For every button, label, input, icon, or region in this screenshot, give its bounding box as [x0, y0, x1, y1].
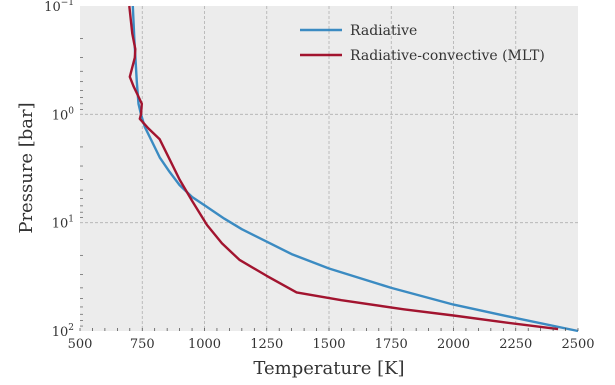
ticks: 500 750 1000 1250 1500 1750 2000 2250 2500 10−1 10… — [44, 0, 594, 352]
x-tick-label: 750 — [130, 337, 155, 352]
y-tick-label: 10−1 — [44, 0, 74, 15]
y-axis-title: Pressure [bar] — [16, 102, 37, 233]
series-line — [131, 5, 579, 333]
x-tick-label: 1000 — [188, 337, 221, 352]
legend-label: Radiative — [350, 23, 417, 39]
x-tick-label: 1500 — [312, 337, 345, 352]
series-lines — [128, 5, 579, 333]
x-tick-label: 2500 — [561, 337, 594, 352]
legend: Radiative Radiative-convective (MLT) — [300, 23, 545, 64]
series-line — [128, 5, 559, 331]
y-tick-label: 101 — [52, 215, 74, 232]
x-axis-title: Temperature [K] — [253, 358, 404, 379]
x-tick-label: 2000 — [437, 337, 470, 352]
x-tick-label: 2250 — [499, 337, 532, 352]
y-tick-label: 102 — [52, 323, 74, 340]
y-tick-label: 100 — [52, 106, 75, 123]
grid — [80, 6, 578, 331]
x-tick-label: 500 — [68, 337, 93, 352]
x-tick-label: 1250 — [250, 337, 283, 352]
x-tick-label: 1750 — [375, 337, 408, 352]
legend-label: Radiative-convective (MLT) — [350, 48, 545, 64]
